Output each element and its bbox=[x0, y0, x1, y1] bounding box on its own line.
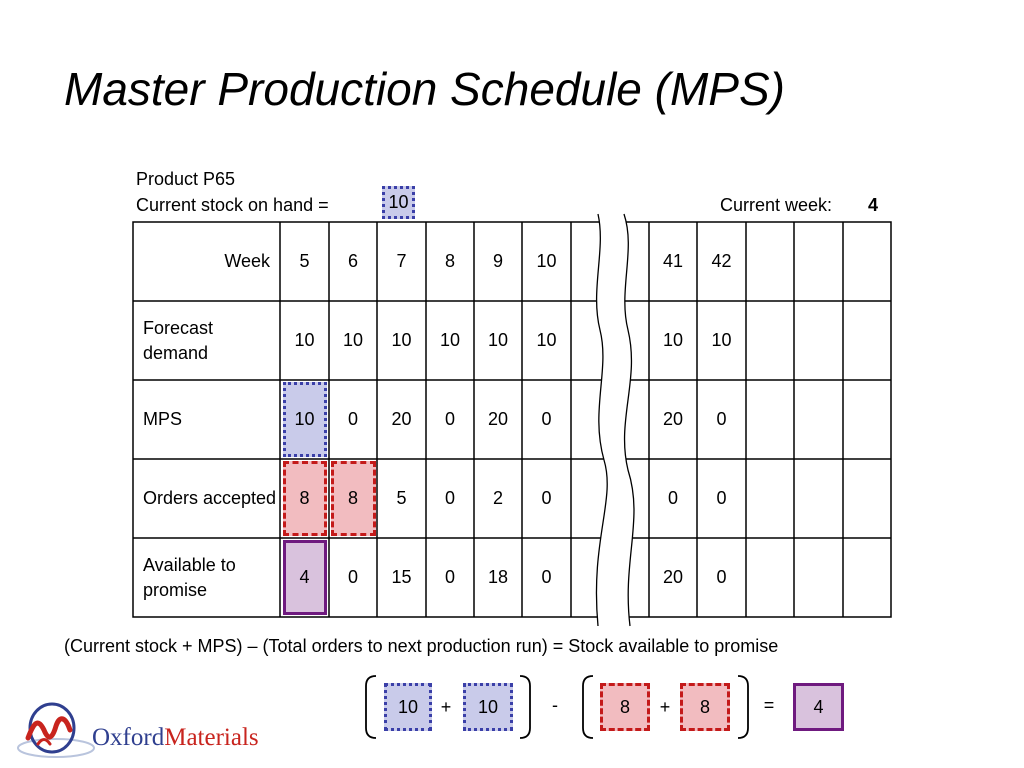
forecast-cell: 10 bbox=[536, 330, 557, 350]
week-cell: 9 bbox=[492, 251, 503, 271]
oxford-materials-logo-icon bbox=[17, 702, 95, 758]
atp-cell: 0 bbox=[444, 567, 455, 587]
atp-cell: 0 bbox=[716, 567, 727, 587]
mps-cell: 20 bbox=[487, 409, 509, 429]
equation-plus-1: + bbox=[440, 696, 452, 717]
forecast-cell: 10 bbox=[294, 330, 315, 350]
row-label-forecast: Forecast demand bbox=[143, 318, 214, 363]
orders-week5-highlight bbox=[283, 461, 327, 536]
atp-cell: 0 bbox=[347, 567, 358, 587]
forecast-cell: 10 bbox=[487, 330, 509, 350]
week-cell: 42 bbox=[711, 251, 732, 271]
current-week-value: 4 bbox=[868, 195, 879, 215]
mps-cell: 0 bbox=[716, 409, 727, 429]
atp-cell: 4 bbox=[299, 567, 310, 587]
forecast-cell: 10 bbox=[391, 330, 412, 350]
orders-week6-highlight bbox=[331, 461, 376, 536]
row-label-week: Week bbox=[224, 251, 270, 271]
forecast-cell: 10 bbox=[342, 330, 364, 350]
equation-equals: = bbox=[763, 694, 775, 715]
week-cell: 10 bbox=[536, 251, 557, 271]
orders-cell: 5 bbox=[396, 488, 407, 508]
page-title: Master Production Schedule (MPS) bbox=[64, 63, 785, 115]
mps-cell: 20 bbox=[391, 409, 412, 429]
mps-week5-highlight bbox=[283, 382, 327, 457]
mps-cell: 0 bbox=[347, 409, 358, 429]
row-label-atp: Available to promise bbox=[143, 555, 236, 600]
stock-label: Current stock on hand = bbox=[136, 195, 329, 215]
mps-cell: 20 bbox=[662, 409, 684, 429]
current-week-label: Current week: bbox=[720, 195, 833, 215]
row-label-orders: Orders accepted bbox=[143, 488, 277, 509]
forecast-cell: 10 bbox=[439, 330, 461, 350]
row-label-mps: MPS bbox=[143, 409, 183, 430]
table-break-band bbox=[596, 214, 634, 626]
orders-cell: 0 bbox=[716, 488, 727, 508]
orders-cell: 0 bbox=[444, 488, 455, 508]
logo-wordmark: OxfordMaterials bbox=[92, 724, 259, 752]
equation-mps-box: 10 bbox=[463, 683, 513, 731]
equation-order-box-1: 8 bbox=[600, 683, 650, 731]
product-label: Product P65 bbox=[136, 169, 236, 189]
week-cell: 5 bbox=[299, 251, 310, 271]
orders-cell: 2 bbox=[492, 488, 503, 508]
orders-cell: 0 bbox=[541, 488, 552, 508]
equation-stock-box: 10 bbox=[384, 683, 432, 731]
equation-plus-2: + bbox=[659, 696, 671, 717]
week-cell: 41 bbox=[662, 251, 684, 271]
forecast-cell: 10 bbox=[662, 330, 684, 350]
week-cell: 8 bbox=[444, 251, 455, 271]
orders-cell: 0 bbox=[667, 488, 678, 508]
orders-cell: 8 bbox=[299, 488, 310, 508]
logo-word-materials: Materials bbox=[164, 724, 259, 751]
mps-cell: 10 bbox=[294, 409, 315, 429]
atp-cell: 20 bbox=[662, 567, 684, 587]
logo-word-oxford: Oxford bbox=[92, 724, 165, 751]
week-cell: 7 bbox=[396, 251, 407, 271]
atp-cell: 0 bbox=[541, 567, 552, 587]
formula-text: (Current stock + MPS) – (Total orders to… bbox=[64, 636, 779, 656]
atp-cell: 18 bbox=[487, 567, 509, 587]
atp-cell: 15 bbox=[391, 567, 412, 587]
equation-minus: - bbox=[552, 694, 558, 715]
atp-week5-highlight bbox=[283, 540, 327, 615]
orders-cell: 8 bbox=[347, 488, 358, 508]
mps-cell: 0 bbox=[541, 409, 552, 429]
week-cell: 6 bbox=[347, 251, 358, 271]
equation-order-box-2: 8 bbox=[680, 683, 730, 731]
equation-result-box: 4 bbox=[793, 683, 844, 731]
forecast-cell: 10 bbox=[711, 330, 732, 350]
stock-value: 10 bbox=[382, 186, 415, 219]
mps-cell: 0 bbox=[444, 409, 455, 429]
